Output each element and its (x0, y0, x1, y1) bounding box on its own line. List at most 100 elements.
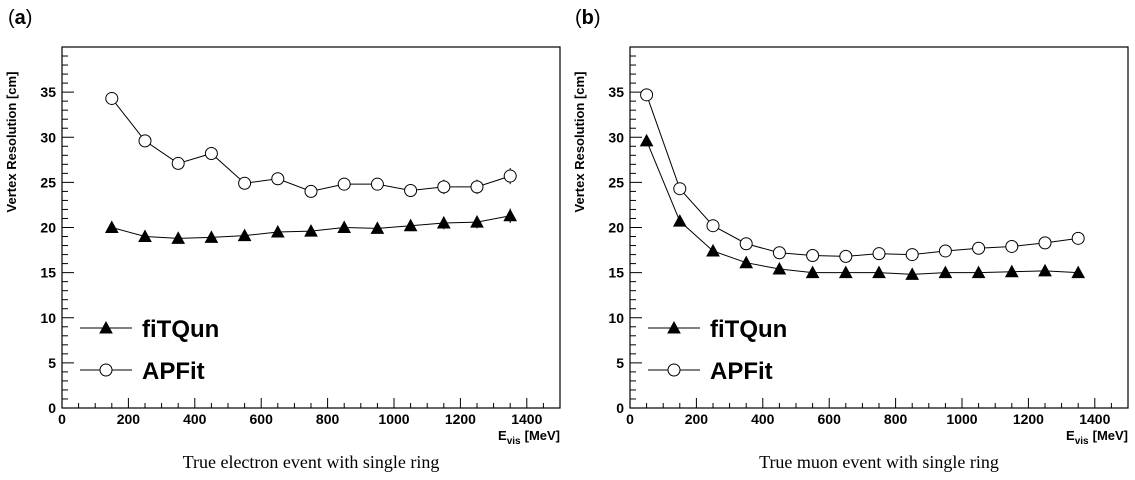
legend-marker (99, 363, 113, 377)
panel-label: (a) (8, 7, 32, 29)
data-point (138, 134, 152, 148)
data-point (1005, 239, 1019, 253)
data-point (706, 219, 720, 233)
data-point (639, 133, 654, 147)
series-line (111, 98, 511, 192)
x-tick-label: 1200 (445, 411, 476, 427)
panel-label: (b) (575, 7, 601, 29)
data-point (304, 224, 318, 237)
data-point (470, 215, 484, 228)
x-axis-title: Evis [MeV] (1066, 428, 1128, 447)
x-axis-title-sub: vis (1075, 436, 1089, 447)
x-tick-label: 800 (884, 411, 908, 427)
legend-label: fiTQun (142, 316, 219, 343)
panel-caption: True electron event with single ring (183, 452, 440, 472)
y-tick-label: 25 (608, 174, 624, 190)
data-point (706, 243, 720, 257)
legend-label: fiTQun (710, 316, 787, 343)
y-tick-label: 15 (40, 265, 56, 281)
series-APFit (105, 91, 517, 198)
series-fiTQun (104, 208, 518, 244)
data-point (938, 244, 952, 258)
x-tick-label: 600 (818, 411, 842, 427)
legend-label: APFit (710, 358, 773, 385)
x-tick-label: 800 (316, 411, 340, 427)
series-APFit (640, 88, 1085, 263)
y-tick-label: 5 (48, 355, 56, 371)
y-tick-label: 30 (608, 129, 624, 145)
x-axis-title-sub: vis (507, 436, 521, 447)
y-tick-label: 15 (608, 265, 624, 281)
plot-frame (629, 46, 1129, 409)
data-point (171, 156, 185, 170)
legend-label: APFit (142, 358, 205, 385)
data-point (905, 267, 920, 280)
y-tick-label: 0 (616, 400, 624, 416)
data-point (304, 184, 318, 198)
data-point (370, 221, 385, 234)
data-point (270, 224, 285, 238)
data-point (1038, 236, 1052, 250)
data-point (739, 255, 754, 269)
x-tick-label: 1000 (946, 411, 977, 427)
data-point (1071, 231, 1085, 245)
data-point (271, 172, 285, 186)
data-point (838, 265, 853, 279)
data-point (673, 182, 687, 196)
data-point (772, 246, 786, 260)
data-point (1038, 263, 1052, 277)
data-point (370, 177, 384, 191)
data-point (772, 261, 787, 275)
data-point (105, 91, 119, 105)
y-tick-label: 35 (40, 84, 56, 100)
data-point (640, 88, 654, 102)
x-tick-label: 1400 (1079, 411, 1110, 427)
data-point (437, 180, 451, 194)
chart-panel-a: (a) 0 200 400 600 800 1000 1200 1400 0 5 10 15 20 25 30… (4, 7, 561, 472)
data-point (1004, 264, 1019, 278)
x-tick-label: 400 (183, 411, 207, 427)
panel-caption: True muon event with single ring (759, 452, 999, 472)
data-point (337, 177, 351, 191)
data-point (905, 248, 919, 262)
y-axis-title: Vertex Resolution [cm] (4, 72, 19, 213)
legend-marker (99, 320, 113, 334)
panel-letter: b (582, 7, 594, 29)
data-point (238, 176, 252, 190)
x-tick-label: 1000 (378, 411, 409, 427)
data-point (805, 265, 820, 279)
legend-marker (667, 363, 681, 377)
data-point (436, 215, 451, 229)
y-tick-label: 10 (40, 310, 56, 326)
y-tick-label: 35 (608, 84, 624, 100)
data-point (739, 237, 753, 251)
y-tick-label: 0 (48, 400, 56, 416)
data-point (104, 220, 119, 233)
data-point (1071, 265, 1086, 279)
data-point (672, 214, 687, 227)
series-line (646, 140, 1079, 275)
y-axis-title: Vertex Resolution [cm] (572, 72, 587, 213)
data-point (938, 265, 953, 279)
legend-marker (667, 320, 681, 334)
data-point (171, 231, 186, 244)
x-tick-label: 0 (58, 411, 66, 427)
y-tick-label: 30 (40, 129, 56, 145)
x-tick-label: 200 (117, 411, 141, 427)
chart-panel-b: (b) 0 200 400 600 800 1000 1200 1400 0 5 10 15 20 25 30… (572, 7, 1129, 472)
x-tick-label: 400 (751, 411, 775, 427)
data-point (204, 230, 219, 243)
data-point (138, 229, 152, 243)
x-tick-label: 600 (250, 411, 274, 427)
x-tick-label: 1400 (511, 411, 542, 427)
data-point (972, 241, 986, 255)
data-point (872, 247, 886, 261)
data-point (237, 228, 252, 242)
data-point (470, 180, 484, 194)
x-tick-label: 1200 (1013, 411, 1044, 427)
series-line (646, 94, 1079, 257)
data-point (872, 265, 886, 279)
data-point (971, 265, 986, 279)
data-point (404, 183, 418, 197)
